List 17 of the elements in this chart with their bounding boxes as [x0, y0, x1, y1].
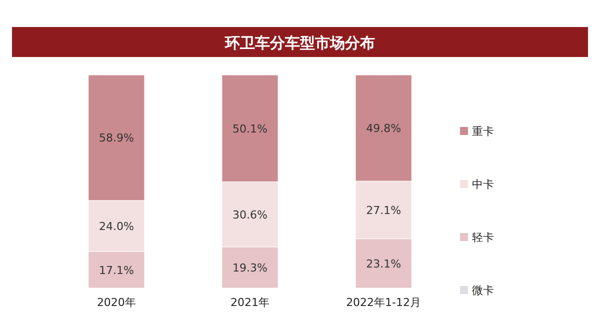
data-label: 24.0%	[98, 220, 134, 234]
data-label: 19.3%	[232, 261, 268, 274]
data-label: 23.1%	[366, 257, 402, 270]
chart-title: 环卫车分车型市场分布	[224, 34, 375, 52]
x-tick-label: 2021年	[230, 296, 270, 309]
x-tick-label: 2022年1-12月	[346, 296, 422, 309]
legend-label: 微卡	[472, 284, 494, 297]
data-label: 58.9%	[98, 132, 134, 145]
legend-label: 重卡	[472, 125, 494, 138]
data-label: 30.6%	[232, 208, 268, 222]
data-label: 50.1%	[232, 122, 268, 136]
data-label: 49.8%	[366, 122, 402, 136]
data-label: 27.1%	[366, 204, 402, 217]
legend-label: 中卡	[472, 178, 494, 191]
data-label: 17.1%	[98, 264, 134, 277]
x-tick-label: 2020年	[96, 296, 136, 309]
legend-label: 轻卡	[472, 231, 494, 244]
